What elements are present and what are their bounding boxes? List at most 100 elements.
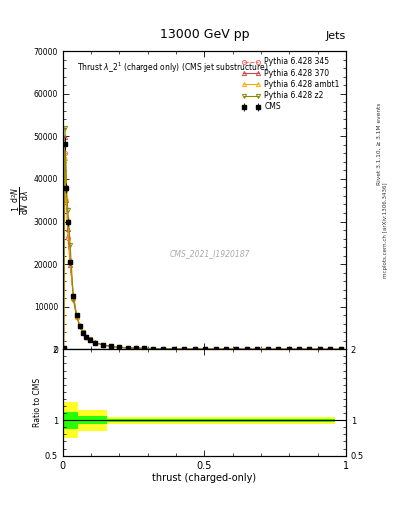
Pythia 6.428 370 [318,346,322,352]
Pythia 6.428 z2 [213,346,218,352]
Pythia 6.428 345 [318,346,322,352]
Pythia 6.428 345 [286,346,291,352]
Pythia 6.428 345 [109,344,114,350]
Pythia 6.428 z2 [87,336,92,343]
X-axis label: thrust (charged-only): thrust (charged-only) [152,473,256,483]
Pythia 6.428 ambt1 [93,339,97,346]
Pythia 6.428 370 [255,346,260,352]
Pythia 6.428 ambt1 [161,346,166,352]
Pythia 6.428 345 [125,345,130,351]
Pythia 6.428 370 [87,336,92,343]
Pythia 6.428 370 [286,346,291,352]
Pythia 6.428 z2 [234,346,239,352]
Pythia 6.428 z2 [318,346,322,352]
Pythia 6.428 345 [101,342,106,348]
Pythia 6.428 z2 [338,346,343,352]
Pythia 6.428 370 [224,346,228,352]
Pythia 6.428 370 [125,345,130,351]
Pythia 6.428 370 [338,346,343,352]
Pythia 6.428 z2 [224,346,228,352]
Pythia 6.428 ambt1 [68,258,73,264]
Pythia 6.428 ambt1 [133,345,138,351]
Pythia 6.428 z2 [328,346,332,352]
Pythia 6.428 ambt1 [84,334,89,340]
Pythia 6.428 345 [265,346,270,352]
Pythia 6.428 z2 [297,346,301,352]
Pythia 6.428 345 [203,346,208,352]
Pythia 6.428 z2 [93,339,97,346]
Pythia 6.428 ambt1 [255,346,260,352]
Pythia 6.428 345 [255,346,260,352]
Pythia 6.428 345 [182,346,187,352]
Pythia 6.428 345 [81,329,85,335]
Pythia 6.428 z2 [74,313,79,319]
Pythia 6.428 z2 [101,342,106,348]
Pythia 6.428 370 [74,312,79,318]
Pythia 6.428 370 [93,339,97,346]
Pythia 6.428 370 [141,345,146,351]
Pythia 6.428 z2 [151,346,155,352]
Pythia 6.428 370 [133,345,138,351]
Pythia 6.428 370 [117,344,122,350]
Pythia 6.428 z2 [64,187,69,194]
Pythia 6.428 345 [133,345,138,351]
Pythia 6.428 ambt1 [141,345,146,351]
Pythia 6.428 z2 [77,324,82,330]
Pythia 6.428 370 [297,346,301,352]
Pythia 6.428 z2 [125,345,130,351]
Pythia 6.428 ambt1 [265,346,270,352]
Pythia 6.428 345 [84,333,89,339]
Pythia 6.428 ambt1 [286,346,291,352]
Pythia 6.428 ambt1 [77,322,82,328]
Pythia 6.428 370 [182,346,187,352]
Pythia 6.428 370 [81,329,85,335]
Text: mcplots.cern.ch [arXiv:1306.3436]: mcplots.cern.ch [arXiv:1306.3436] [384,183,388,278]
Pythia 6.428 ambt1 [64,195,69,201]
Pythia 6.428 370 [192,346,197,352]
Pythia 6.428 370 [276,346,281,352]
Text: 13000 GeV pp: 13000 GeV pp [160,28,249,41]
Pythia 6.428 370 [66,226,70,232]
Pythia 6.428 ambt1 [182,346,187,352]
Pythia 6.428 345 [77,323,82,329]
Pythia 6.428 ambt1 [74,314,79,320]
Pythia 6.428 ambt1 [117,344,122,350]
Pythia 6.428 ambt1 [62,155,67,161]
Pythia 6.428 345 [71,296,76,302]
Pythia 6.428 370 [161,346,166,352]
Y-axis label: $\frac{1}{\mathrm{d}N}\frac{\mathrm{d}^2N}{\mathrm{d}\lambda}$: $\frac{1}{\mathrm{d}N}\frac{\mathrm{d}^2… [11,186,31,215]
Pythia 6.428 370 [61,345,66,351]
Pythia 6.428 ambt1 [101,342,106,348]
Pythia 6.428 z2 [66,206,70,212]
Pythia 6.428 345 [213,346,218,352]
Pythia 6.428 345 [61,345,66,351]
Legend: Pythia 6.428 345, Pythia 6.428 370, Pythia 6.428 ambt1, Pythia 6.428 z2, CMS: Pythia 6.428 345, Pythia 6.428 370, Pyth… [239,55,342,114]
Text: Rivet 3.1.10, ≥ 3.1M events: Rivet 3.1.10, ≥ 3.1M events [377,102,382,184]
Pythia 6.428 345 [62,150,67,156]
Pythia 6.428 z2 [192,346,197,352]
Pythia 6.428 345 [141,345,146,351]
Pythia 6.428 345 [151,346,155,352]
Line: Pythia 6.428 370: Pythia 6.428 370 [61,135,343,351]
Pythia 6.428 370 [265,346,270,352]
Pythia 6.428 370 [171,346,176,352]
Line: Pythia 6.428 345: Pythia 6.428 345 [61,151,343,351]
Pythia 6.428 ambt1 [87,336,92,343]
Pythia 6.428 z2 [141,346,146,352]
Pythia 6.428 ambt1 [244,346,249,352]
Pythia 6.428 z2 [255,346,260,352]
Pythia 6.428 345 [64,184,69,190]
Pythia 6.428 370 [203,346,208,352]
Pythia 6.428 370 [64,197,69,203]
Pythia 6.428 370 [62,134,67,140]
Pythia 6.428 ambt1 [307,346,312,352]
Pythia 6.428 ambt1 [61,345,66,351]
Text: CMS_2021_I1920187: CMS_2021_I1920187 [170,249,250,259]
Pythia 6.428 345 [328,346,332,352]
Pythia 6.428 z2 [307,346,312,352]
Pythia 6.428 ambt1 [297,346,301,352]
Pythia 6.428 z2 [286,346,291,352]
Pythia 6.428 345 [224,346,228,352]
Pythia 6.428 345 [192,346,197,352]
Pythia 6.428 z2 [81,329,85,335]
